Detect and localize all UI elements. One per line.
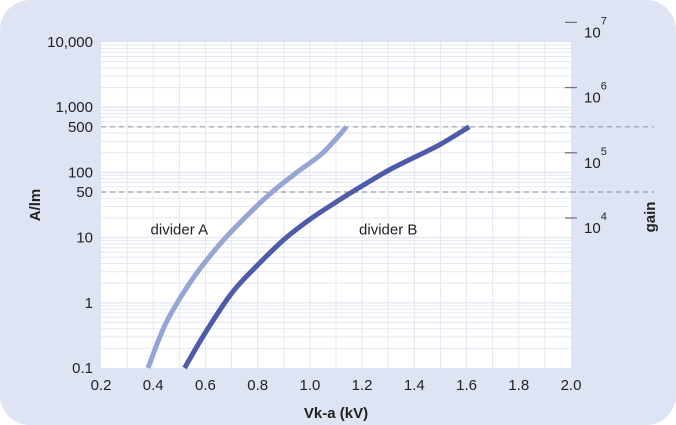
- y-tick-label: 100: [68, 164, 93, 181]
- x-tick-label: 1.0: [299, 377, 320, 394]
- y2-tick-exponent: 4: [601, 211, 607, 223]
- y2-axis-label: gain: [642, 202, 659, 233]
- x-tick-label: 0.2: [91, 377, 112, 394]
- y-tick-labels: 0.1 1 10 50 100 500 1,000 10,000: [47, 34, 93, 377]
- x-tick-label: 1.8: [508, 377, 529, 394]
- y-tick-label: 50: [76, 184, 93, 201]
- grid-lines: [101, 42, 571, 368]
- y2-tick-exponent: 7: [601, 15, 607, 27]
- y-tick-label: 10,000: [47, 34, 93, 51]
- x-axis-label: Vk-a (kV): [304, 405, 368, 422]
- y-tick-label: 1: [85, 295, 93, 312]
- series-divider-a-line: [145, 125, 349, 369]
- series-group: [145, 124, 471, 370]
- x-tick-label: 1.2: [352, 377, 373, 394]
- x-tick-label: 1.6: [456, 377, 477, 394]
- y-tick-label: 1,000: [55, 99, 93, 116]
- y2-tick-exponent: 5: [601, 146, 607, 158]
- x-tick-label: 1.4: [404, 377, 425, 394]
- x-tick-label: 2.0: [561, 377, 582, 394]
- y2-tick-exponent: 6: [601, 81, 607, 93]
- series-divider-b-line: [182, 124, 471, 370]
- y-tick-label: 500: [68, 119, 93, 136]
- annotations: divider A divider B: [151, 222, 418, 239]
- annotation-label: divider B: [359, 222, 417, 239]
- x-tick-label: 0.6: [195, 377, 216, 394]
- reference-lines: [101, 126, 654, 193]
- y-axis-label: A/lm: [27, 189, 44, 222]
- y-tick-label: 10: [76, 230, 93, 247]
- y-tick-label: 0.1: [72, 360, 93, 377]
- x-tick-label: 0.8: [247, 377, 268, 394]
- x-tick-label: 0.4: [143, 377, 164, 394]
- x-tick-labels: 0.2 0.4 0.6 0.8 1.0 1.2 1.4 1.6 1.8 2.0: [91, 377, 582, 394]
- annotation-label: divider A: [151, 222, 209, 239]
